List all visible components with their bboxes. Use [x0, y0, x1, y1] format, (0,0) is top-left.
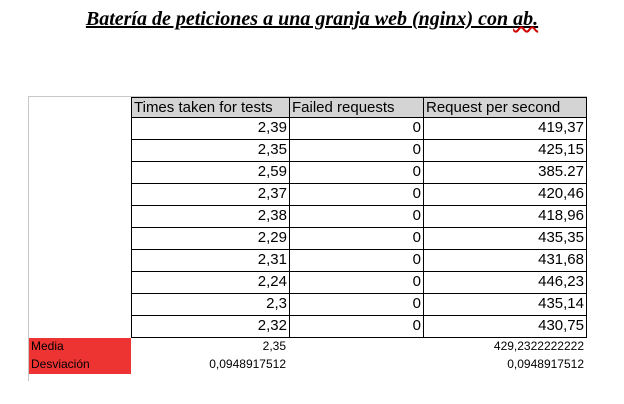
table-cell: 2,59	[131, 162, 289, 184]
table-cell: 435,35	[423, 228, 587, 250]
table-cell: 446,23	[423, 272, 587, 294]
table-cell: 425,15	[423, 140, 587, 162]
table-cell: 0	[289, 140, 423, 162]
table-cell: 431,68	[423, 250, 587, 272]
table-cell: 419,37	[423, 118, 587, 140]
table-cell: 0	[289, 250, 423, 272]
table-cell: 0	[289, 316, 423, 338]
table-cell: 2,38	[131, 206, 289, 228]
stat-value: 429,2322222222	[493, 339, 584, 353]
document-title: Batería de peticiones a una granja web (…	[0, 8, 624, 31]
stat-label: Media	[29, 338, 131, 356]
column-header: Failed requests	[289, 97, 423, 118]
table-cell: 435,14	[423, 294, 587, 316]
table-cell: 420,46	[423, 184, 587, 206]
table-cell: 2,35	[131, 140, 289, 162]
table-cell: 418,96	[423, 206, 587, 228]
stat-label: Desviación	[29, 356, 131, 374]
table-cell: 385.27	[423, 162, 587, 184]
table-cell: 0	[289, 162, 423, 184]
table-cell: 2,3	[131, 294, 289, 316]
table-cell: 2,32	[131, 316, 289, 338]
column-header: Times taken for tests	[131, 97, 289, 118]
title-text: Batería de peticiones a una granja web (…	[85, 8, 514, 30]
table-cell: 0	[289, 294, 423, 316]
title-tool-name: ab.	[513, 8, 539, 30]
column-header: Request per second	[423, 97, 587, 118]
table-cell: 430,75	[423, 316, 587, 338]
spreadsheet-table: Times taken for tests Failed requests Requ…	[28, 96, 587, 381]
table-cell: 0	[289, 272, 423, 294]
stat-value: 0,0948917512	[209, 357, 286, 371]
table-cell: 2,24	[131, 272, 289, 294]
table-cell: 2,37	[131, 184, 289, 206]
table-cell: 0	[289, 206, 423, 228]
table-cell: 0	[289, 184, 423, 206]
table-cell: 0	[289, 228, 423, 250]
table-cell: 2,31	[131, 250, 289, 272]
table-cell: 0	[289, 118, 423, 140]
table-cell: 2,39	[131, 118, 289, 140]
table-cell: 2,29	[131, 228, 289, 250]
stat-value: 2,35	[262, 339, 286, 353]
stat-value: 0,0948917512	[507, 357, 584, 371]
